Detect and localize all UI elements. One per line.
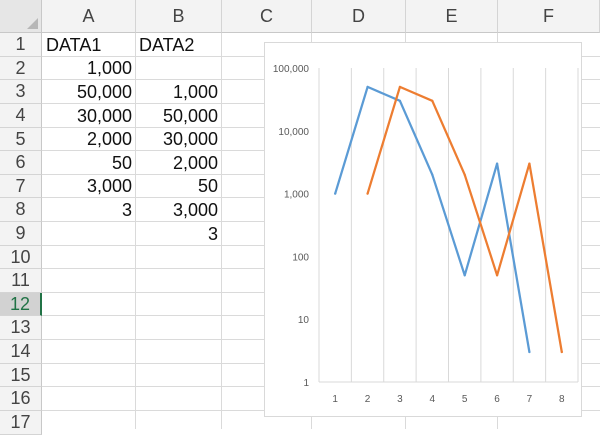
chart-series-line-1	[334, 85, 531, 354]
column-header-f[interactable]: F	[498, 0, 600, 33]
cell-a6[interactable]: 50	[111, 153, 132, 173]
chart-x-tick-label: 4	[430, 394, 436, 405]
row-header-9[interactable]: 9	[0, 222, 42, 246]
chart-data-point	[366, 85, 369, 89]
chart-y-tick-label: 10,000	[278, 127, 309, 138]
chart-y-tick-label: 100	[292, 252, 309, 263]
row-header-8[interactable]: 8	[0, 198, 42, 222]
column-header-d[interactable]: D	[312, 0, 406, 33]
cell-b3[interactable]: 1,000	[172, 82, 218, 102]
cell-a7[interactable]: 3,000	[86, 176, 132, 196]
cell-b6[interactable]: 2,000	[172, 153, 218, 173]
cell-a2[interactable]: 1,000	[86, 58, 132, 78]
gridline	[221, 33, 222, 429]
column-header-a[interactable]: A	[42, 0, 136, 33]
chart-x-tick-label: 1	[332, 394, 338, 405]
row-header-7[interactable]: 7	[0, 175, 42, 198]
cell-b4[interactable]: 50,000	[162, 106, 218, 126]
chart-data-point	[463, 173, 466, 176]
row-header-2[interactable]: 2	[0, 57, 42, 80]
cell-b8[interactable]: 3,000	[172, 200, 218, 220]
chart-data-point	[334, 192, 337, 195]
chart-x-tick-label: 8	[559, 394, 565, 405]
cell-b5[interactable]: 30,000	[162, 129, 218, 149]
column-header-e[interactable]: E	[406, 0, 498, 33]
select-all-corner[interactable]	[0, 0, 42, 33]
chart-data-point	[366, 192, 369, 195]
chart-x-tick-label: 6	[494, 394, 500, 405]
chart-data-point	[495, 274, 499, 277]
row-header-5[interactable]: 5	[0, 128, 42, 151]
chart-y-tick-label: 100,000	[273, 64, 310, 75]
row-header-13[interactable]: 13	[0, 316, 42, 340]
gridline	[135, 33, 136, 429]
row-header-15[interactable]: 15	[0, 364, 42, 387]
cell-b1[interactable]: DATA2	[139, 35, 195, 55]
column-header-b[interactable]: B	[136, 0, 222, 33]
chart-data-point	[495, 162, 499, 165]
chart-y-tick-label: 1	[303, 378, 309, 389]
chart-x-tick-label: 3	[397, 394, 403, 405]
chart-x-tick-label: 2	[365, 394, 371, 405]
row-header-3[interactable]: 3	[0, 80, 42, 104]
cell-a5[interactable]: 2,000	[86, 129, 132, 149]
chart-x-tick-label: 5	[462, 394, 468, 405]
chart-data-point	[431, 99, 434, 102]
row-header-4[interactable]: 4	[0, 104, 42, 128]
select-all-triangle-icon	[27, 18, 38, 29]
cell-a8[interactable]: 3	[121, 200, 132, 220]
row-header-6[interactable]: 6	[0, 151, 42, 175]
chart-data-point	[398, 99, 402, 102]
chart-y-tick-label: 10	[298, 315, 310, 326]
row-header-11[interactable]: 11	[0, 269, 42, 293]
chart-data-point	[398, 85, 402, 89]
chart-y-tick-label: 1,000	[284, 190, 309, 201]
row-header-10[interactable]: 10	[0, 246, 42, 269]
cell-a3[interactable]: 50,000	[76, 82, 132, 102]
cell-a1[interactable]: DATA1	[46, 35, 102, 55]
line-chart[interactable]: 1 10 100 1,000 10,000 100,000 1 2 3 4 5 6 7 8	[264, 42, 582, 417]
row-header-14[interactable]: 14	[0, 340, 42, 364]
chart-data-point	[463, 274, 466, 277]
row-header-12[interactable]: 12	[0, 293, 42, 316]
column-header-c[interactable]: C	[222, 0, 312, 33]
row-header-1[interactable]: 1	[0, 33, 42, 57]
cell-a4[interactable]: 30,000	[76, 106, 132, 126]
chart-plot: 1 10 100 1,000 10,000 100,000 1 2 3 4 5 6 7 8	[273, 64, 579, 405]
chart-data-point	[528, 162, 531, 165]
cell-b7[interactable]: 50	[197, 176, 218, 196]
chart-series-line-2	[366, 85, 563, 354]
chart-x-tick-label: 7	[527, 394, 533, 405]
chart-data-point	[431, 173, 434, 176]
chart-data-point	[560, 350, 563, 354]
cell-b9[interactable]: 3	[207, 224, 218, 244]
chart-data-point	[528, 350, 531, 354]
row-header-17[interactable]: 17	[0, 411, 42, 435]
row-header-16[interactable]: 16	[0, 387, 42, 411]
